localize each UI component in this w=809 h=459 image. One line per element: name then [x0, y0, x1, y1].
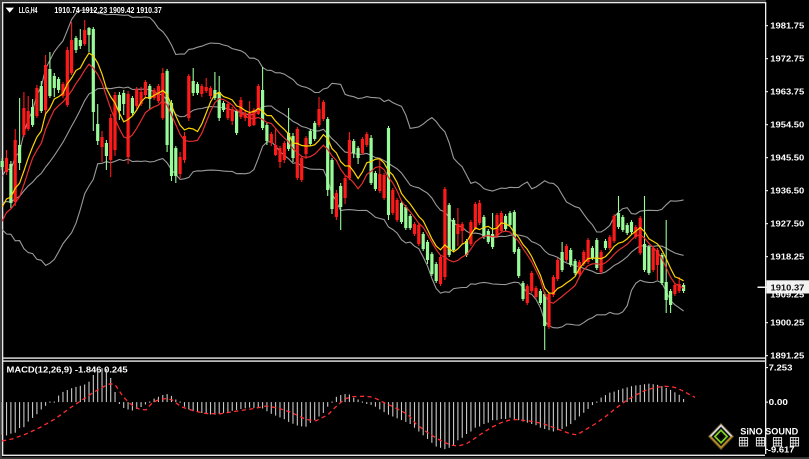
svg-text:1963.75: 1963.75 — [770, 87, 804, 97]
svg-text:1891.25: 1891.25 — [770, 351, 804, 361]
svg-text:1972.75: 1972.75 — [770, 54, 804, 64]
svg-text:1900.25: 1900.25 — [770, 318, 804, 328]
svg-text:MACD(12,26,9) -1.846 0.245: MACD(12,26,9) -1.846 0.245 — [7, 364, 128, 374]
svg-text:1910.37: 1910.37 — [771, 282, 805, 292]
svg-text:0.00: 0.00 — [769, 397, 788, 407]
svg-text:1918.25: 1918.25 — [770, 252, 804, 262]
svg-text:1981.75: 1981.75 — [770, 21, 804, 31]
svg-text:1945.50: 1945.50 — [770, 153, 804, 163]
svg-text:LLG,H4: LLG,H4 — [19, 5, 38, 15]
svg-text:1954.50: 1954.50 — [770, 120, 804, 130]
svg-text:-9.617: -9.617 — [768, 445, 795, 455]
svg-text:1909.25: 1909.25 — [770, 289, 804, 299]
svg-text:7.253: 7.253 — [769, 363, 793, 373]
svg-text:SiNO SOUND: SiNO SOUND — [740, 427, 798, 438]
svg-text:1910.74 1912.23 1909.42 1910.3: 1910.74 1912.23 1909.42 1910.37 — [54, 5, 162, 15]
svg-text:1936.50: 1936.50 — [770, 186, 804, 196]
svg-text:1927.50: 1927.50 — [770, 219, 804, 229]
